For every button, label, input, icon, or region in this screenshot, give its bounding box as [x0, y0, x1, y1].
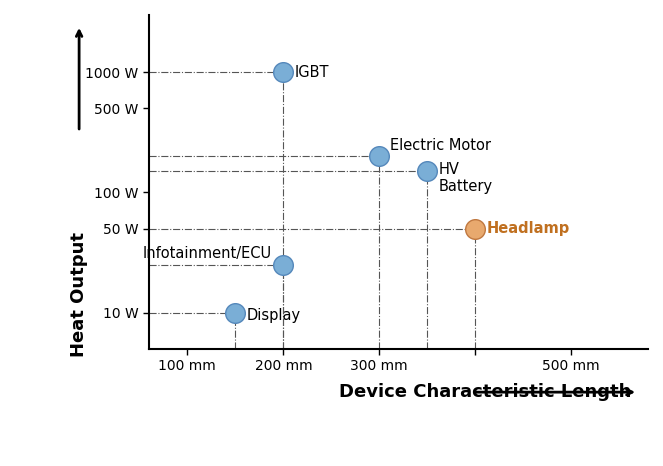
Point	[422, 168, 432, 175]
Text: Heat Output: Heat Output	[70, 232, 88, 357]
Text: Headlamp: Headlamp	[487, 221, 570, 236]
Text: Electric Motor: Electric Motor	[391, 137, 491, 153]
Text: Display: Display	[247, 308, 300, 323]
Point	[278, 261, 288, 268]
Point	[470, 225, 481, 233]
Text: IGBT: IGBT	[294, 65, 329, 80]
Point	[278, 69, 288, 76]
Point	[374, 152, 385, 160]
Text: HV
Battery: HV Battery	[438, 162, 493, 194]
Text: Infotainment/ECU: Infotainment/ECU	[143, 246, 272, 261]
Point	[230, 309, 241, 316]
Text: Device Characteristic Length: Device Characteristic Length	[339, 383, 631, 401]
